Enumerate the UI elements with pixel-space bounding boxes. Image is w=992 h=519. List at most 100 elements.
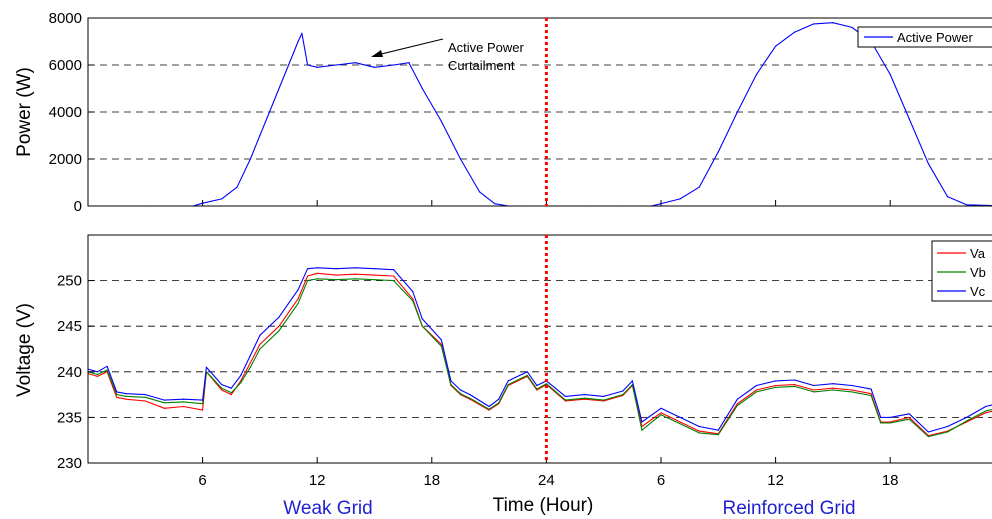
power-legend-box bbox=[857, 26, 992, 48]
voltage-point bbox=[698, 425, 700, 428]
voltage-point bbox=[440, 343, 442, 345]
power-y-tick-label: 8000 bbox=[49, 10, 82, 27]
voltage-point bbox=[182, 398, 185, 400]
power-point bbox=[736, 111, 739, 113]
voltage-point bbox=[316, 278, 318, 280]
voltage-point bbox=[469, 397, 471, 399]
voltage-point bbox=[373, 268, 376, 270]
voltage-point bbox=[278, 330, 280, 332]
legend-vb-label: Vb bbox=[970, 265, 986, 280]
voltage-point bbox=[775, 386, 777, 388]
voltage-point bbox=[316, 267, 318, 269]
power-point bbox=[335, 64, 337, 66]
voltage-point bbox=[985, 412, 987, 414]
voltage-point bbox=[335, 274, 337, 276]
power-point bbox=[494, 203, 496, 205]
voltage-y-axis-label: Voltage (V) bbox=[14, 303, 35, 397]
voltage-point bbox=[603, 399, 605, 401]
voltage-point bbox=[526, 371, 528, 373]
power-point bbox=[236, 186, 238, 188]
power-point bbox=[373, 66, 376, 68]
voltage-point bbox=[631, 380, 634, 382]
power-point bbox=[889, 73, 891, 75]
power-point bbox=[278, 87, 280, 90]
voltage-series-va bbox=[88, 272, 992, 437]
voltage-point bbox=[775, 380, 777, 382]
power-point bbox=[679, 198, 681, 200]
power-point bbox=[832, 22, 834, 24]
voltage-point bbox=[813, 391, 815, 393]
x-axis-label: Time (Hour) bbox=[493, 495, 594, 516]
voltage-point bbox=[564, 400, 567, 402]
voltage-point bbox=[297, 302, 299, 304]
voltage-point bbox=[736, 404, 739, 407]
voltage-point bbox=[373, 279, 376, 281]
voltage-point bbox=[813, 389, 815, 391]
voltage-point bbox=[498, 402, 500, 404]
voltage-point bbox=[908, 418, 910, 420]
voltage-point bbox=[641, 429, 643, 431]
power-point bbox=[479, 191, 481, 193]
voltage-point bbox=[794, 385, 796, 387]
voltage-point bbox=[679, 423, 681, 425]
voltage-point bbox=[144, 400, 146, 402]
power-point bbox=[851, 26, 853, 28]
legend-va-label: Va bbox=[970, 246, 986, 261]
voltage-point bbox=[488, 409, 490, 411]
power-point bbox=[307, 64, 309, 66]
voltage-point bbox=[584, 398, 586, 400]
voltage-point bbox=[354, 278, 356, 280]
voltage-point bbox=[163, 407, 165, 409]
voltage-point bbox=[641, 421, 643, 423]
voltage-point bbox=[421, 318, 423, 320]
power-point bbox=[259, 134, 261, 137]
power-y-tick-label: 4000 bbox=[49, 104, 82, 121]
voltage-point bbox=[221, 384, 223, 386]
voltage-point bbox=[851, 389, 853, 391]
voltage-point bbox=[96, 373, 99, 376]
voltage-point bbox=[755, 391, 758, 393]
voltage-y-tick-label: 230 bbox=[57, 455, 82, 472]
voltage-point bbox=[240, 382, 242, 384]
voltage-point bbox=[202, 403, 204, 405]
voltage-point bbox=[488, 408, 490, 410]
voltage-point bbox=[717, 434, 719, 436]
voltage-point bbox=[584, 397, 586, 399]
voltage-point bbox=[507, 384, 509, 386]
voltage-x-tick-label: 12 bbox=[767, 472, 784, 489]
voltage-x-tick-label: 12 bbox=[309, 472, 326, 489]
voltage-point bbox=[545, 383, 548, 385]
voltage-y-tick-label: 240 bbox=[57, 364, 82, 381]
voltage-point bbox=[259, 343, 261, 345]
voltage-axes-frame bbox=[87, 234, 992, 464]
voltage-x-tick-label: 6 bbox=[198, 472, 206, 489]
voltage-point bbox=[163, 402, 165, 404]
voltage-point bbox=[221, 389, 223, 391]
power-point bbox=[717, 151, 719, 153]
voltage-point bbox=[889, 416, 891, 418]
voltage-point bbox=[736, 403, 739, 405]
voltage-point bbox=[144, 394, 146, 396]
voltage-point bbox=[163, 399, 165, 401]
power-point bbox=[393, 64, 395, 66]
voltage-point bbox=[880, 422, 882, 424]
power-y-axis-label: Power (W) bbox=[14, 67, 35, 157]
voltage-point bbox=[106, 365, 108, 367]
voltage-point bbox=[125, 395, 127, 397]
voltage-point bbox=[736, 398, 739, 400]
power-point bbox=[301, 32, 303, 34]
voltage-point bbox=[908, 416, 910, 418]
voltage-point bbox=[354, 273, 356, 275]
voltage-point bbox=[421, 325, 423, 327]
voltage-point bbox=[182, 401, 185, 403]
voltage-point bbox=[335, 279, 337, 281]
voltage-point bbox=[622, 390, 624, 392]
voltage-point bbox=[144, 396, 146, 398]
voltage-panel: 230 235 240 245 250 6 12 18 24 6 12 18 Voltage (V)… bbox=[14, 200, 992, 489]
voltage-point bbox=[564, 395, 567, 397]
voltage-point bbox=[249, 354, 251, 356]
voltage-point bbox=[182, 405, 185, 408]
voltage-point bbox=[813, 384, 815, 387]
power-series-active-power bbox=[88, 22, 992, 206]
